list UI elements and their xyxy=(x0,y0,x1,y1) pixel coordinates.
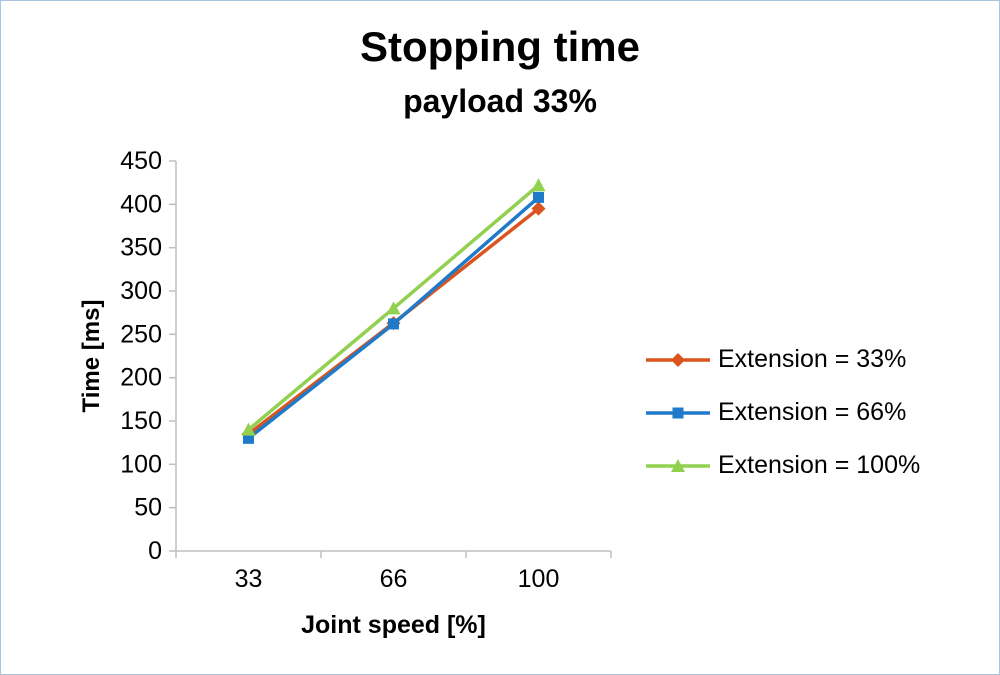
legend-label: Extension = 66% xyxy=(718,398,907,426)
chart-title: Stopping time xyxy=(360,23,640,70)
series-marker xyxy=(672,407,684,418)
legend-item: Extension = 100% xyxy=(646,451,920,480)
y-tick-label: 150 xyxy=(120,407,162,435)
legend-swatch xyxy=(646,458,710,472)
y-tick-label: 450 xyxy=(120,147,162,175)
x-axis-title: Joint speed [%] xyxy=(301,611,486,639)
y-tick-label: 0 xyxy=(148,537,162,565)
y-tick-label: 300 xyxy=(120,277,162,305)
x-tick-label: 33 xyxy=(235,565,263,593)
legend-swatch xyxy=(646,407,710,418)
chart-subtitle: payload 33% xyxy=(403,83,597,119)
series-marker xyxy=(531,201,546,216)
y-tick-label: 100 xyxy=(120,450,162,478)
legend-label: Extension = 100% xyxy=(718,451,921,479)
legend-label: Extension = 33% xyxy=(718,345,907,373)
legend-item: Extension = 33% xyxy=(646,345,920,374)
series-marker xyxy=(386,301,401,315)
y-tick-label: 350 xyxy=(120,234,162,262)
y-tick-label: 200 xyxy=(120,364,162,392)
series-marker xyxy=(241,422,256,436)
legend-item: Extension = 66% xyxy=(646,398,920,427)
plot-area: 0 50 100 150 200 250 300 350 400 450 33 66 100 Time [… xyxy=(78,147,612,639)
legend-swatch xyxy=(646,352,710,367)
y-tick-label: 250 xyxy=(120,320,162,348)
series-marker xyxy=(388,318,399,330)
y-tick-label: 50 xyxy=(134,494,162,522)
series-marker xyxy=(243,432,254,444)
series-marker xyxy=(533,191,544,203)
y-axis-title: Time [ms] xyxy=(78,300,105,413)
x-tick-label: 100 xyxy=(518,565,560,593)
x-tick-label: 66 xyxy=(380,565,408,593)
legend: Extension = 33% Extension = 66% Extension … xyxy=(646,345,920,480)
series-marker xyxy=(671,352,685,367)
series-marker xyxy=(531,178,546,192)
y-tick-label: 400 xyxy=(120,190,162,218)
series-marker xyxy=(671,458,685,472)
